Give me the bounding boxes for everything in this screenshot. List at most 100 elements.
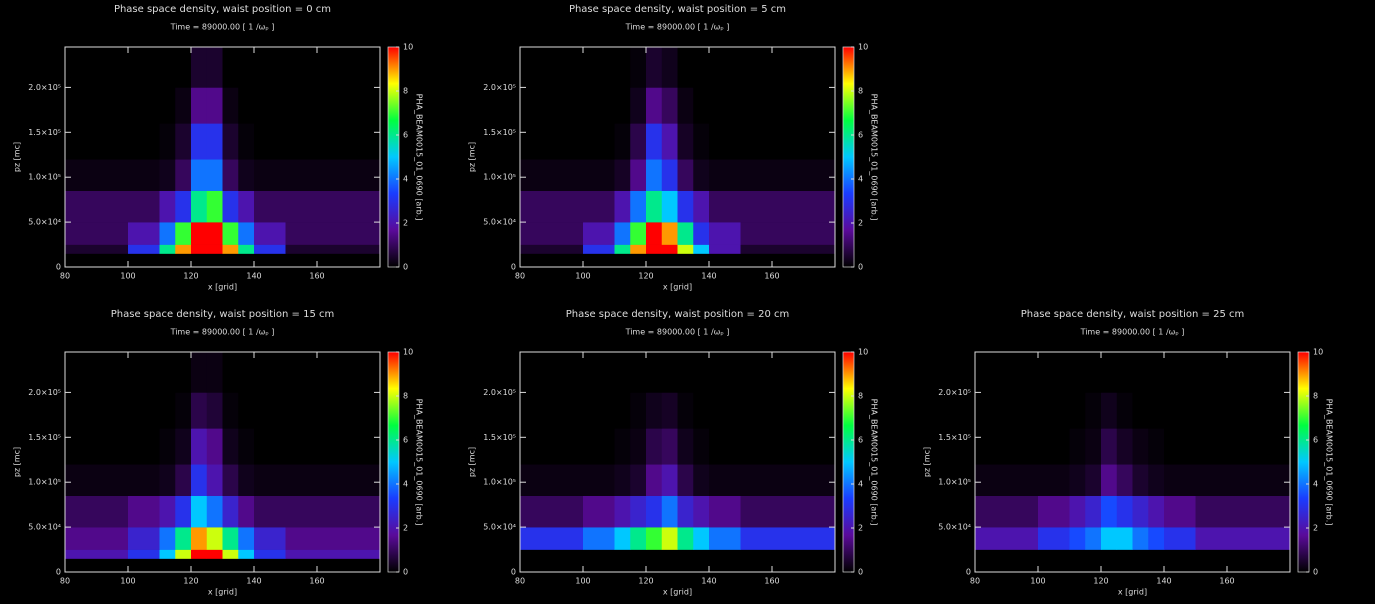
colorbar-tick-label: 2: [858, 219, 863, 228]
heatmap-cell: [238, 495, 255, 528]
heatmap-cell: [222, 123, 239, 160]
heatmap-cell: [254, 244, 286, 254]
heatmap-cell: [206, 190, 223, 223]
heatmap-cell: [520, 428, 584, 465]
heatmap-cell: [254, 527, 286, 550]
heatmap-cell: [1148, 428, 1165, 465]
colorbar-tick-label: 10: [858, 348, 868, 357]
colorbar-tick-label: 2: [403, 219, 408, 228]
heatmap-cell: [191, 244, 208, 254]
heatmap-cell: [630, 428, 647, 465]
heatmap-cell: [677, 464, 694, 496]
chart-subtitle: Time = 89000.00 [ 1 /ωₚ ]: [170, 328, 275, 337]
heatmap-cell: [614, 244, 631, 254]
heatmap-cell: [709, 495, 741, 528]
x-tick-label: 100: [1030, 577, 1045, 586]
heatmap-cell: [159, 159, 176, 191]
colorbar-tick-label: 6: [1313, 436, 1318, 445]
heatmap-cell: [975, 464, 1039, 496]
heatmap-cell: [1132, 558, 1149, 573]
heatmap-cell: [583, 558, 615, 573]
heatmap-cell: [1132, 495, 1149, 528]
heatmap-cell: [285, 428, 381, 465]
x-tick-label: 80: [970, 577, 980, 586]
heatmap-cell: [285, 123, 381, 160]
heatmap-cell: [254, 558, 286, 573]
heatmap-cell: [1195, 527, 1291, 550]
heatmap-cell: [128, 392, 160, 429]
heatmap-cell: [285, 47, 381, 88]
colorbar-tick-label: 2: [858, 524, 863, 533]
heatmap-cell: [1132, 392, 1149, 429]
x-axis-label: x [grid]: [208, 283, 237, 292]
heatmap-cell: [693, 47, 710, 88]
heatmap-cell: [740, 495, 836, 528]
heatmap-cell: [65, 159, 129, 191]
y-tick-label: 1.5×10⁵: [483, 128, 516, 137]
heatmap-cell: [520, 464, 584, 496]
heatmap-cell: [128, 527, 160, 550]
heatmap-cell: [254, 222, 286, 245]
heatmap-cell: [677, 253, 694, 268]
heatmap-cell: [191, 558, 208, 573]
heatmap-cell: [238, 428, 255, 465]
heatmap-cell: [1164, 392, 1196, 429]
heatmap-cell: [222, 47, 239, 88]
heatmap-cell: [175, 123, 192, 160]
x-tick-label: 120: [1093, 577, 1108, 586]
colorbar: [842, 351, 855, 573]
heatmap-cell: [520, 222, 584, 245]
heatmap-cell: [975, 392, 1039, 429]
heatmap-cell: [520, 190, 584, 223]
colorbar-tick-label: 8: [403, 87, 408, 96]
colorbar-tick-label: 4: [403, 175, 408, 184]
heatmap-cell: [630, 47, 647, 88]
heatmap-cell: [661, 352, 678, 393]
heatmap-cell: [693, 159, 710, 191]
heatmap-cell: [191, 352, 208, 393]
heatmap-cell: [1116, 549, 1133, 559]
heatmap-cell: [661, 495, 678, 528]
heatmap-cell: [661, 222, 678, 245]
colorbar-tick-label: 10: [1313, 348, 1323, 357]
heatmap-cell: [661, 47, 678, 88]
heatmap-cell: [614, 47, 631, 88]
heatmap-cell: [740, 253, 836, 268]
plot-frame: [64, 351, 381, 573]
heatmap-cell: [520, 47, 584, 88]
heatmap-cell: [661, 87, 678, 124]
heatmap-cell: [191, 159, 208, 191]
heatmap-cell: [630, 222, 647, 245]
heatmap-cell: [159, 190, 176, 223]
heatmap-cell: [1101, 558, 1118, 573]
heatmap-cell: [646, 558, 663, 573]
x-tick-label: 120: [638, 577, 653, 586]
heatmap-cell: [1164, 549, 1196, 559]
heatmap-cell: [520, 253, 584, 268]
heatmap-cell: [191, 47, 208, 88]
colorbar: [842, 46, 855, 268]
heatmap-cell: [583, 549, 615, 559]
heatmap-cell: [159, 464, 176, 496]
heatmap-cell: [1069, 428, 1086, 465]
chart-title: Phase space density, waist position = 15…: [111, 309, 334, 320]
chart-subtitle: Time = 89000.00 [ 1 /ωₚ ]: [625, 23, 730, 32]
heatmap-cell: [1085, 352, 1102, 393]
heatmap-cell: [222, 495, 239, 528]
heatmap-cell: [520, 527, 584, 550]
heatmap-cell: [191, 190, 208, 223]
heatmap-cell: [191, 253, 208, 268]
heatmap-cell: [646, 253, 663, 268]
heatmap-cell: [614, 123, 631, 160]
heatmap-cell: [693, 253, 710, 268]
heatmap-cell: [1069, 464, 1086, 496]
heatmap-cell: [1132, 527, 1149, 550]
heatmap-cell: [614, 222, 631, 245]
heatmap-cell: [175, 392, 192, 429]
heatmap-cell: [222, 159, 239, 191]
heatmap-cell: [65, 392, 129, 429]
heatmap-cell: [646, 428, 663, 465]
heatmap-cell: [285, 244, 381, 254]
heatmap-cell: [206, 222, 223, 245]
heatmap-cell: [646, 244, 663, 254]
